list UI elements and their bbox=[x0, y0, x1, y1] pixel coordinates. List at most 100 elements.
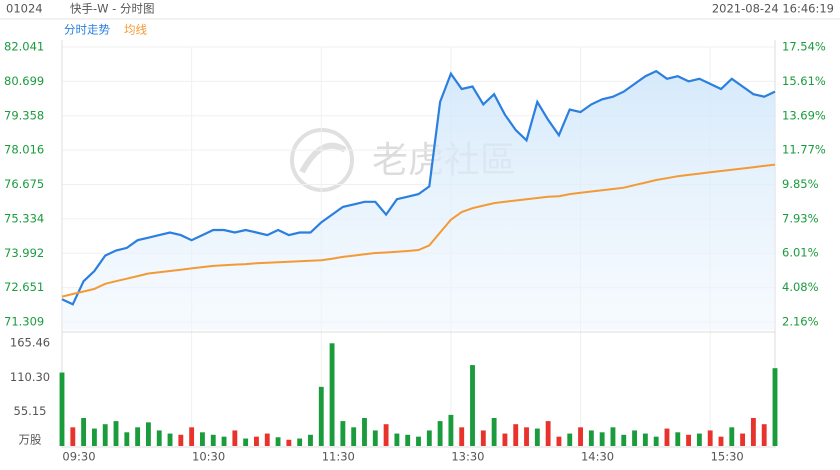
volume-bar bbox=[588, 430, 594, 446]
y-tick-label: 79.358 bbox=[4, 108, 44, 122]
volume-bar bbox=[642, 433, 648, 446]
y2-tick-label: 6.01% bbox=[782, 246, 819, 260]
volume-bar bbox=[632, 430, 637, 446]
volume-bar bbox=[405, 434, 411, 446]
volume-bar bbox=[308, 434, 313, 446]
y-tick-label: 72.651 bbox=[4, 280, 44, 294]
volume-tick-label: 110.30 bbox=[10, 370, 50, 384]
volume-bar bbox=[448, 414, 454, 446]
volume-bar bbox=[394, 433, 400, 446]
y2-tick-label: 17.54% bbox=[782, 40, 826, 54]
volume-bar bbox=[351, 427, 357, 446]
volume-bar bbox=[599, 432, 605, 446]
volume-bar bbox=[502, 433, 508, 446]
volume-bar bbox=[91, 428, 97, 446]
series-line bbox=[61, 69, 776, 306]
y2-tick-label: 4.08% bbox=[782, 280, 819, 294]
volume-bar bbox=[729, 427, 735, 446]
volume-bar bbox=[740, 433, 746, 446]
y2-tick-label: 9.85% bbox=[782, 177, 819, 191]
volume-bar bbox=[329, 343, 335, 446]
volume-bar bbox=[480, 430, 486, 446]
volume-bar bbox=[286, 439, 292, 446]
y-tick-label: 76.675 bbox=[4, 177, 44, 191]
y-tick-label: 78.016 bbox=[4, 143, 44, 157]
volume-bar bbox=[102, 424, 108, 446]
volume-bar bbox=[610, 427, 616, 446]
volume-bar bbox=[437, 421, 443, 446]
volume-bar bbox=[426, 430, 432, 446]
x-tick-label: 10:30 bbox=[192, 450, 225, 464]
volume-bar bbox=[362, 417, 367, 446]
y2-tick-label: 11.77% bbox=[782, 143, 826, 157]
volume-bar bbox=[243, 438, 249, 446]
volume-bar bbox=[145, 422, 151, 446]
volume-bar bbox=[200, 432, 205, 446]
volume-tick-label: 165.46 bbox=[10, 336, 50, 350]
y2-tick-label: 15.61% bbox=[782, 74, 826, 88]
volume-bar bbox=[696, 433, 702, 446]
volume-bar bbox=[578, 427, 583, 446]
volume-bar bbox=[545, 421, 551, 446]
volume-bar bbox=[556, 436, 562, 446]
volume-bar bbox=[81, 417, 87, 446]
volume-bar bbox=[254, 436, 259, 446]
series-line bbox=[61, 163, 776, 298]
volume-bar bbox=[524, 427, 529, 446]
legend-label: 分时走势 bbox=[64, 23, 110, 37]
volume-bar bbox=[383, 424, 389, 446]
volume-bar bbox=[534, 428, 540, 446]
y-tick-label: 73.992 bbox=[4, 246, 44, 260]
volume-bar bbox=[686, 434, 692, 446]
volume-tick-label: 55.15 bbox=[14, 404, 47, 418]
stock-name: 快手-W - 分时图 bbox=[70, 2, 154, 16]
volume-bar bbox=[297, 438, 303, 446]
volume-bar bbox=[124, 432, 130, 446]
volume-bar bbox=[621, 434, 627, 446]
volume-bar bbox=[275, 437, 281, 446]
y-tick-label: 80.699 bbox=[4, 74, 44, 88]
x-tick-label: 14:30 bbox=[581, 450, 614, 464]
volume-bar bbox=[513, 424, 519, 446]
stock-code: 01024 bbox=[6, 2, 43, 16]
volume-bar bbox=[135, 427, 141, 446]
y-tick-label: 82.041 bbox=[4, 40, 44, 54]
volume-bar bbox=[491, 417, 497, 446]
volume-bar bbox=[675, 432, 681, 446]
x-tick-label: 13:30 bbox=[451, 450, 484, 464]
legend-label: 均线 bbox=[124, 23, 147, 37]
volume-bar bbox=[372, 430, 378, 446]
y-tick-label: 75.334 bbox=[4, 211, 44, 225]
volume-bar bbox=[178, 434, 184, 446]
volume-bar bbox=[113, 421, 119, 446]
volume-bar bbox=[761, 424, 767, 446]
volume-bar bbox=[340, 421, 346, 446]
volume-bar bbox=[70, 427, 76, 446]
volume-bar bbox=[653, 436, 659, 446]
y-tick-label: 71.309 bbox=[4, 315, 44, 329]
volume-bar bbox=[416, 436, 421, 446]
volume-bar bbox=[664, 428, 670, 446]
y2-tick-label: 7.93% bbox=[782, 211, 819, 225]
volume-bar bbox=[718, 436, 724, 446]
volume-bar bbox=[772, 368, 778, 446]
volume-bar bbox=[189, 427, 195, 446]
x-tick-label: 09:30 bbox=[62, 450, 95, 464]
volume-bar bbox=[210, 434, 216, 446]
volume-bar bbox=[459, 427, 465, 446]
volume-unit: 万股 bbox=[19, 433, 42, 447]
volume-bar bbox=[156, 430, 162, 446]
volume-bar bbox=[318, 386, 324, 446]
volume-bar bbox=[264, 433, 270, 446]
datetime: 2021-08-24 16:46:19 bbox=[712, 2, 834, 16]
volume-bar bbox=[59, 372, 65, 446]
volume-bar bbox=[221, 436, 227, 446]
volume-bar bbox=[707, 430, 713, 446]
volume-bar bbox=[232, 430, 238, 446]
volume-bar bbox=[750, 417, 756, 446]
y2-tick-label: 13.69% bbox=[782, 108, 826, 122]
volume-bar bbox=[567, 433, 573, 446]
x-tick-label: 11:30 bbox=[322, 450, 355, 464]
volume-bar bbox=[470, 365, 475, 446]
